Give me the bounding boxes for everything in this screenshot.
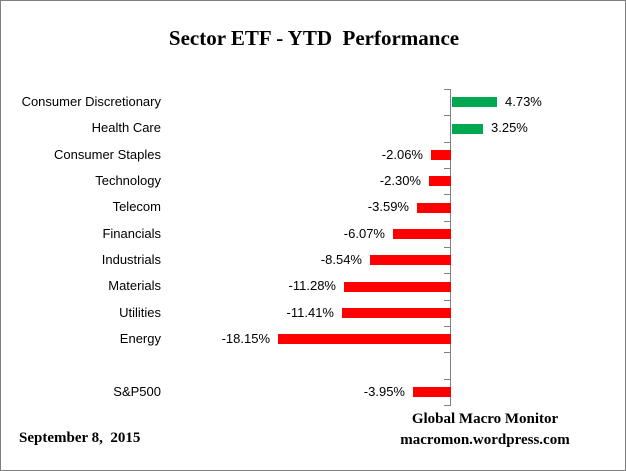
category-label: Technology — [95, 173, 161, 188]
axis-tick-mark — [444, 221, 451, 222]
axis-tick-mark — [444, 89, 451, 90]
value-label: -8.54% — [320, 252, 362, 267]
bar — [429, 176, 451, 187]
chart-title: Sector ETF - YTD Performance — [168, 26, 460, 50]
category-label: Consumer Discretionary — [21, 94, 161, 109]
value-label: -6.07% — [343, 225, 385, 241]
value-label: -2.30% — [379, 173, 421, 188]
category-label: Financials — [102, 225, 161, 241]
bar — [370, 255, 451, 266]
category-label: Industrials — [101, 252, 161, 267]
category-label: Materials — [108, 278, 161, 294]
value-label: -11.41% — [286, 304, 334, 320]
axis-tick-mark — [444, 247, 451, 248]
value-label: -2.06% — [381, 146, 423, 162]
axis-tick-mark — [444, 168, 451, 169]
bar — [342, 307, 451, 318]
axis-tick-mark — [444, 194, 451, 195]
bar — [413, 386, 451, 397]
value-label: 4.73% — [505, 94, 542, 109]
footer-source: Global Macro Monitor macromon.wordpress.… — [385, 409, 585, 451]
value-label: 3.25% — [491, 120, 528, 136]
value-label: -11.28% — [288, 278, 336, 294]
value-label: -18.15% — [221, 331, 270, 346]
bar — [452, 123, 483, 134]
axis-tick-mark — [444, 273, 451, 274]
axis-tick-mark — [444, 352, 451, 353]
axis-tick-mark — [444, 115, 451, 116]
bar — [417, 202, 451, 213]
axis-tick-mark — [444, 379, 451, 380]
bar — [452, 97, 497, 108]
category-label: Consumer Staples — [54, 146, 161, 162]
axis-tick-mark — [444, 142, 451, 143]
footer-source-line2: macromon.wordpress.com — [400, 432, 570, 448]
axis-tick-mark — [444, 326, 451, 327]
value-label: -3.95% — [363, 383, 405, 399]
bar — [431, 149, 451, 160]
bar — [278, 334, 451, 345]
category-label: Utilities — [119, 304, 161, 320]
category-label: Energy — [119, 331, 161, 346]
category-label: Telecom — [112, 199, 161, 215]
axis-tick-mark — [444, 405, 451, 406]
footer-date: September 8, 2015 — [19, 430, 141, 446]
bar — [393, 228, 451, 239]
bar — [344, 281, 451, 292]
footer-source-line1: Global Macro Monitor — [411, 411, 559, 427]
category-label: S&P500 — [113, 383, 161, 399]
value-label: -3.59% — [367, 199, 409, 215]
axis-tick-mark — [444, 300, 451, 301]
category-label: Health Care — [91, 120, 161, 136]
